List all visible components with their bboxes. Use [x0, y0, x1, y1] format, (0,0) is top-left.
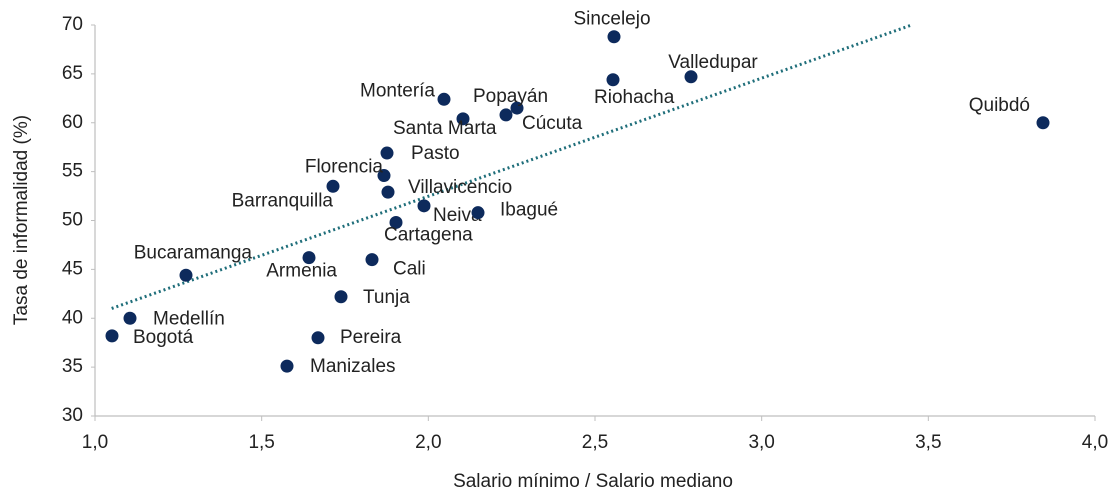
point [334, 290, 348, 304]
point-label: Pereira [340, 327, 402, 348]
point-label: Pasto [411, 143, 460, 164]
y-tick-label: 55 [62, 161, 83, 182]
point-label: Bucaramanga [134, 242, 253, 263]
point-label: Quibdó [969, 95, 1030, 116]
y-tick-label: 30 [62, 405, 83, 426]
point-label: Santa Marta [393, 118, 497, 139]
point-label: Florencia [305, 157, 384, 178]
point [326, 179, 340, 193]
point-label: Barranquilla [232, 190, 334, 211]
point [437, 92, 451, 106]
point [510, 101, 524, 115]
point-label: Valledupar [668, 52, 758, 73]
point [471, 206, 485, 220]
x-tick-label: 1,5 [248, 432, 274, 453]
trendline [111, 23, 913, 310]
point [365, 253, 379, 267]
x-tick-label: 1,0 [82, 432, 108, 453]
x-tick-label: 2,0 [415, 432, 441, 453]
y-tick-label: 40 [62, 307, 83, 328]
point [499, 108, 513, 122]
point [456, 112, 470, 126]
point-label: Ibagué [500, 200, 558, 221]
y-tick-label: 45 [62, 258, 83, 279]
point [1036, 116, 1050, 130]
point-label: Manizales [310, 356, 396, 377]
x-tick-label: 2,5 [582, 432, 608, 453]
point-label: Montería [360, 80, 435, 101]
point [381, 185, 395, 199]
point [302, 251, 316, 265]
point [280, 359, 294, 373]
point-label: Villavicencio [408, 177, 512, 198]
y-tick-label: 50 [62, 210, 83, 231]
point [311, 331, 325, 345]
point-label: Sincelejo [573, 9, 650, 30]
point-label: Cartagena [384, 224, 473, 245]
point [417, 199, 431, 213]
point [105, 329, 119, 343]
point [606, 73, 620, 87]
point-label: Armenia [266, 261, 337, 282]
point [377, 169, 391, 183]
y-tick-label: 65 [62, 63, 83, 84]
point-label: Medellín [153, 308, 225, 329]
x-tick-label: 3,0 [748, 432, 774, 453]
point-label: Popayán [473, 86, 548, 107]
point-label: Cali [393, 259, 426, 280]
y-tick-label: 35 [62, 356, 83, 377]
point [607, 30, 621, 44]
point-label: Neiva [433, 205, 482, 226]
point-label: Bogotá [133, 327, 194, 348]
x-axis-title: Salario mínimo / Salario mediano [453, 471, 733, 492]
y-tick-label: 70 [62, 14, 83, 35]
point [179, 268, 193, 282]
point-label: Cúcuta [522, 113, 583, 134]
y-axis-title: Tasa de informalidad (%) [11, 115, 32, 325]
point-label: Riohacha [594, 87, 675, 108]
x-tick-label: 4,0 [1082, 432, 1108, 453]
point-label: Tunja [363, 287, 410, 308]
x-tick-label: 3,5 [915, 432, 941, 453]
point [684, 70, 698, 84]
y-tick-label: 60 [62, 112, 83, 133]
point [389, 215, 403, 229]
point [123, 311, 137, 325]
point [380, 146, 394, 160]
